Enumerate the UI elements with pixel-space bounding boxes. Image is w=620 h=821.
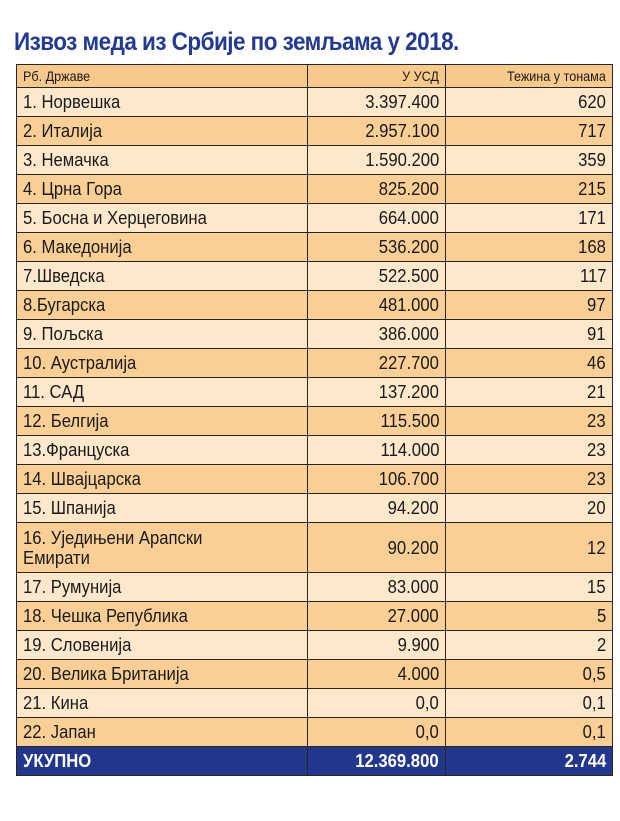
country-cell: 20. Велика Британија (16, 659, 308, 689)
country-cell: 21. Кина (16, 688, 308, 718)
total-row: УКУПНО 12.369.800 2.744 (16, 746, 613, 776)
tons-cell: 91 (445, 319, 613, 349)
usd-cell: 1.590.200 (307, 145, 446, 175)
usd-cell: 0,0 (307, 688, 446, 718)
country-cell: 5. Босна и Херцеговина (16, 203, 308, 233)
table-row: 6. Македонија 536.200 168 (16, 232, 613, 262)
tons-cell: 23 (445, 464, 613, 494)
usd-cell: 386.000 (307, 319, 446, 349)
tons-cell: 215 (445, 174, 613, 204)
country-cell: 3. Немачка (16, 145, 308, 175)
usd-cell: 90.200 (307, 522, 446, 573)
usd-cell: 0,0 (307, 717, 446, 747)
country-cell: 22. Јапан (16, 717, 308, 747)
table-row: 7.Шведска 522.500 117 (16, 261, 613, 291)
table-row: 1. Норвешка 3.397.400 620 (16, 87, 613, 117)
total-label: УКУПНО (16, 746, 308, 776)
table-row: 19. Словенија 9.900 2 (16, 630, 613, 660)
table-row: 8.Бугарска 481.000 97 (16, 290, 613, 320)
country-cell: 1. Норвешка (16, 87, 308, 117)
table-header-row: Рб. Државе У УСД Тежина у тонама (16, 64, 613, 88)
country-cell: 11. САД (16, 377, 308, 407)
table-row: 18. Чешка Република 27.000 5 (16, 601, 613, 631)
table-row: 3. Немачка 1.590.200 359 (16, 145, 613, 175)
country-cell: 17. Румунија (16, 572, 308, 602)
table-row: 9. Пољска 386.000 91 (16, 319, 613, 349)
usd-cell: 4.000 (307, 659, 446, 689)
usd-cell: 83.000 (307, 572, 446, 602)
table-row: 4. Црна Гора 825.200 215 (16, 174, 613, 204)
country-cell: 15. Шпанија (16, 493, 308, 523)
tons-cell: 620 (445, 87, 613, 117)
country-cell: 19. Словенија (16, 630, 308, 660)
table-row: 20. Велика Британија 4.000 0,5 (16, 659, 613, 689)
usd-cell: 115.500 (307, 406, 446, 436)
tons-cell: 2 (445, 630, 613, 660)
total-usd: 12.369.800 (307, 746, 446, 776)
table-row: 13.Француска 114.000 23 (16, 435, 613, 465)
country-cell: 12. Белгија (16, 406, 308, 436)
tons-cell: 21 (445, 377, 613, 407)
tons-cell: 20 (445, 493, 613, 523)
usd-cell: 522.500 (307, 261, 446, 291)
usd-cell: 536.200 (307, 232, 446, 262)
table-row: 5. Босна и Херцеговина 664.000 171 (16, 203, 613, 233)
total-tons: 2.744 (445, 746, 613, 776)
table-row: 14. Швајцарска 106.700 23 (16, 464, 613, 494)
usd-cell: 137.200 (307, 377, 446, 407)
table-row: 21. Кина 0,0 0,1 (16, 688, 613, 718)
header-tons: Тежина у тонама (445, 64, 613, 88)
country-cell: 8.Бугарска (16, 290, 308, 320)
usd-cell: 106.700 (307, 464, 446, 494)
usd-cell: 825.200 (307, 174, 446, 204)
tons-cell: 97 (445, 290, 613, 320)
country-cell: 18. Чешка Република (16, 601, 308, 631)
tons-cell: 359 (445, 145, 613, 175)
tons-cell: 168 (445, 232, 613, 262)
tons-cell: 46 (445, 348, 613, 378)
usd-cell: 9.900 (307, 630, 446, 660)
table-row: 16. Уједињени Арапски Емирати 90.200 12 (16, 522, 613, 573)
tons-cell: 117 (445, 261, 613, 291)
tons-cell: 23 (445, 435, 613, 465)
country-cell: 10. Аустралија (16, 348, 308, 378)
table-row: 10. Аустралија 227.700 46 (16, 348, 613, 378)
table-row: 17. Румунија 83.000 15 (16, 572, 613, 602)
header-country: Рб. Државе (16, 64, 308, 88)
country-cell: 16. Уједињени Арапски Емирати (16, 522, 308, 573)
country-cell: 4. Црна Гора (16, 174, 308, 204)
tons-cell: 717 (445, 116, 613, 146)
header-usd: У УСД (307, 64, 446, 88)
table-row: 15. Шпанија 94.200 20 (16, 493, 613, 523)
country-cell: 14. Швајцарска (16, 464, 308, 494)
page-title: Извоз меда из Србије по земљама у 2018. (14, 28, 459, 56)
table-row: 2. Италија 2.957.100 717 (16, 116, 613, 146)
usd-cell: 481.000 (307, 290, 446, 320)
honey-export-table: Рб. Државе У УСД Тежина у тонама 1. Норв… (16, 64, 613, 776)
table-row: 22. Јапан 0,0 0,1 (16, 717, 613, 747)
table-row: 12. Белгија 115.500 23 (16, 406, 613, 436)
usd-cell: 114.000 (307, 435, 446, 465)
tons-cell: 5 (445, 601, 613, 631)
country-cell: 13.Француска (16, 435, 308, 465)
usd-cell: 227.700 (307, 348, 446, 378)
country-cell: 9. Пољска (16, 319, 308, 349)
tons-cell: 0,1 (445, 717, 613, 747)
usd-cell: 2.957.100 (307, 116, 446, 146)
country-cell: 6. Македонија (16, 232, 308, 262)
usd-cell: 27.000 (307, 601, 446, 631)
table-row: 11. САД 137.200 21 (16, 377, 613, 407)
tons-cell: 171 (445, 203, 613, 233)
country-cell: 2. Италија (16, 116, 308, 146)
tons-cell: 12 (445, 522, 613, 573)
usd-cell: 664.000 (307, 203, 446, 233)
tons-cell: 15 (445, 572, 613, 602)
tons-cell: 0,5 (445, 659, 613, 689)
tons-cell: 0,1 (445, 688, 613, 718)
tons-cell: 23 (445, 406, 613, 436)
country-cell: 7.Шведска (16, 261, 308, 291)
usd-cell: 3.397.400 (307, 87, 446, 117)
usd-cell: 94.200 (307, 493, 446, 523)
